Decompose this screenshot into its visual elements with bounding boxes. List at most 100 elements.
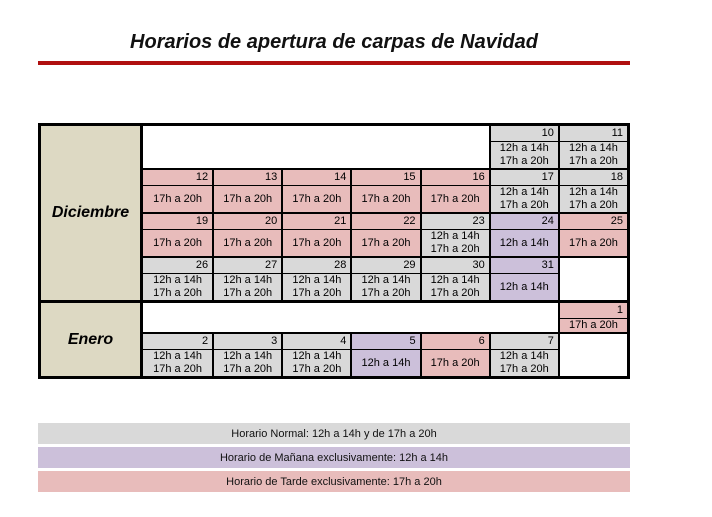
title-underline: [38, 61, 630, 65]
day-cell-diciembre-14: 14 17h a 20h: [281, 170, 351, 212]
hours-line: 12h a 14h: [568, 186, 618, 198]
hours-line: 12h a 14h: [499, 186, 549, 198]
hours-line: 12h a 14h: [223, 274, 273, 286]
hours-line: 12h a 14h: [499, 280, 549, 293]
page-title: Horarios de apertura de carpas de Navida…: [130, 31, 538, 53]
day-cell-diciembre-29: 29 12h a 14h 17h a 20h: [350, 258, 420, 300]
day-hours: 17h a 20h: [560, 319, 627, 332]
day-number: 14: [283, 170, 351, 186]
hours-line: 17h a 20h: [292, 363, 342, 375]
day-cell-enero-5: 5 12h a 14h: [350, 334, 420, 376]
month-label-enero: Enero: [41, 303, 143, 376]
week-row: 2 12h a 14h 17h a 20h 3 12h a 14h 17h a 20h 4 1…: [143, 332, 627, 376]
day-cell-diciembre-20: 20 17h a 20h: [212, 214, 282, 256]
hours-line: 12h a 14h: [153, 274, 203, 286]
day-number: 17: [490, 170, 558, 186]
day-hours: 12h a 14h 17h a 20h: [143, 350, 212, 376]
day-number: 20: [214, 214, 282, 230]
week-row: 19 17h a 20h 20 17h a 20h 21 17h a 20h 22 17h a…: [143, 212, 627, 256]
hours-line: 12h a 14h: [430, 230, 480, 242]
hours-line: 17h a 20h: [223, 287, 273, 299]
schedule-table: Diciembre 10 12h a 14h 17h a 20h 11 12h a 14h…: [38, 123, 630, 379]
day-hours: 17h a 20h: [283, 230, 350, 256]
week-row: 10 12h a 14h 17h a 20h 11 12h a 14h 17h a 20h: [143, 126, 627, 168]
hours-line: 17h a 20h: [223, 236, 273, 249]
day-number: 5: [352, 334, 420, 350]
day-number: 19: [143, 214, 213, 230]
day-hours: 17h a 20h: [352, 230, 419, 256]
day-number: 13: [214, 170, 282, 186]
day-number: 3: [214, 334, 282, 350]
day-hours: 17h a 20h: [352, 186, 419, 212]
hours-line: 17h a 20h: [430, 243, 480, 255]
day-hours: 12h a 14h 17h a 20h: [283, 350, 350, 376]
hours-line: 17h a 20h: [568, 236, 618, 249]
hours-line: 17h a 20h: [568, 199, 618, 211]
week-row: 12 17h a 20h 13 17h a 20h 14 17h a 20h 15 17h a…: [143, 168, 627, 212]
legend-item-manana: Horario de Mañana exclusivamente: 12h a …: [38, 447, 630, 468]
day-number: 15: [352, 170, 420, 186]
day-hours: 12h a 14h 17h a 20h: [214, 350, 281, 376]
month-label-diciembre: Diciembre: [41, 126, 143, 300]
day-hours: 17h a 20h: [422, 186, 489, 212]
day-hours: 17h a 20h: [283, 186, 350, 212]
day-cell-enero-4: 4 12h a 14h 17h a 20h: [281, 334, 351, 376]
legend-item-normal: Horario Normal: 12h a 14h y de 17h a 20h: [38, 423, 630, 444]
day-cell-enero-7: 7 12h a 14h 17h a 20h: [488, 334, 558, 376]
day-cell-diciembre-18: 18 12h a 14h 17h a 20h: [557, 170, 627, 212]
weeks-enero: 1 17h a 20h 2 12h a 14h 17h a 20h 3 12h a 14h 1…: [143, 303, 627, 376]
day-cell-diciembre-28: 28 12h a 14h 17h a 20h: [281, 258, 351, 300]
month-section-enero: Enero 1 17h a 20h 2 12h a 14h 17h a 20h 3 12h a…: [41, 300, 627, 376]
day-hours: 12h a 14h: [491, 230, 558, 256]
day-number: 27: [214, 258, 282, 274]
legend-label: Horario de Tarde exclusivamente: 17h a 2…: [226, 475, 442, 488]
day-cell-diciembre-27: 27 12h a 14h 17h a 20h: [212, 258, 282, 300]
weeks-diciembre: 10 12h a 14h 17h a 20h 11 12h a 14h 17h a 20h…: [143, 126, 627, 300]
hours-line: 12h a 14h: [292, 274, 342, 286]
day-cell-diciembre-19: 19 17h a 20h: [143, 214, 213, 256]
hours-line: 12h a 14h: [292, 350, 342, 362]
hours-line: 17h a 20h: [153, 192, 203, 205]
day-hours: 12h a 14h 17h a 20h: [422, 274, 489, 300]
day-hours: 17h a 20h: [560, 230, 627, 256]
day-number: 4: [283, 334, 351, 350]
day-number: 6: [421, 334, 489, 350]
day-number: 21: [283, 214, 351, 230]
legend-item-tarde: Horario de Tarde exclusivamente: 17h a 2…: [38, 471, 630, 492]
hours-line: 12h a 14h: [499, 236, 549, 249]
hours-line: 17h a 20h: [361, 287, 411, 299]
day-cell-diciembre-22: 22 17h a 20h: [350, 214, 420, 256]
day-number: 11: [559, 126, 627, 142]
day-number: 29: [352, 258, 420, 274]
day-number: 16: [421, 170, 489, 186]
legend-label: Horario Normal: 12h a 14h y de 17h a 20h: [231, 427, 437, 440]
hours-line: 17h a 20h: [430, 356, 480, 369]
day-number: 31: [490, 258, 558, 274]
day-number: 23: [421, 214, 489, 230]
day-cell-diciembre-24: 24 12h a 14h: [488, 214, 558, 256]
day-number: 24: [490, 214, 558, 230]
day-cell-diciembre-21: 21 17h a 20h: [281, 214, 351, 256]
day-cell-diciembre-26: 26 12h a 14h 17h a 20h: [143, 258, 213, 300]
day-number: 2: [143, 334, 213, 350]
day-hours: 17h a 20h: [143, 186, 212, 212]
day-cell-enero-6: 6 17h a 20h: [419, 334, 489, 376]
hours-line: 12h a 14h: [361, 356, 411, 369]
hours-line: 17h a 20h: [361, 192, 411, 205]
hours-line: 17h a 20h: [568, 319, 618, 331]
hours-line: 12h a 14h: [568, 142, 618, 154]
day-number: 12: [143, 170, 213, 186]
empty-cell: [143, 303, 558, 332]
day-hours: 17h a 20h: [143, 230, 212, 256]
hours-line: 17h a 20h: [292, 192, 342, 205]
day-hours: 17h a 20h: [214, 230, 281, 256]
day-cell-diciembre-10: 10 12h a 14h 17h a 20h: [488, 126, 558, 168]
hours-line: 12h a 14h: [361, 274, 411, 286]
month-section-diciembre: Diciembre 10 12h a 14h 17h a 20h 11 12h a 14h…: [41, 126, 627, 300]
day-hours: 12h a 14h 17h a 20h: [283, 274, 350, 300]
day-hours: 17h a 20h: [422, 350, 489, 376]
hours-line: 17h a 20h: [499, 363, 549, 375]
legend-label: Horario de Mañana exclusivamente: 12h a …: [219, 451, 449, 464]
day-number: 1: [559, 303, 627, 319]
hours-line: 12h a 14h: [153, 350, 203, 362]
